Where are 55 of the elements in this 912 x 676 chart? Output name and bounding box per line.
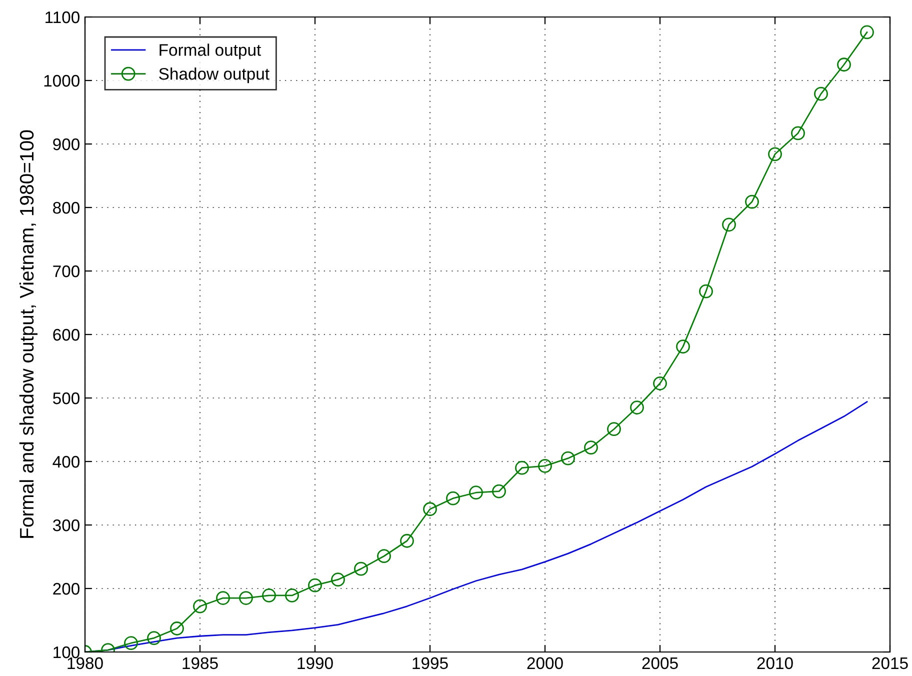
point bbox=[745, 194, 759, 209]
point bbox=[584, 440, 598, 454]
point bbox=[216, 591, 230, 605]
point bbox=[446, 491, 460, 506]
point bbox=[607, 422, 621, 436]
point bbox=[653, 376, 667, 390]
x-tick-label: 1990 bbox=[298, 657, 333, 670]
point bbox=[170, 622, 184, 636]
x-tick-label: 1980 bbox=[68, 657, 103, 670]
point bbox=[860, 25, 874, 40]
point bbox=[561, 451, 575, 466]
legend-label: Shadow output bbox=[159, 68, 270, 84]
y-tick-label: 1000 bbox=[44, 74, 80, 87]
point bbox=[377, 549, 391, 564]
point bbox=[239, 591, 253, 605]
point bbox=[354, 562, 368, 576]
y-axis-title: Formal and shadow output, Vietnam, 1980=100 bbox=[19, 130, 38, 538]
point bbox=[492, 484, 506, 498]
point bbox=[423, 502, 437, 516]
point bbox=[722, 218, 736, 232]
x-tick-label: 1995 bbox=[412, 657, 448, 670]
y-tick-label: 700 bbox=[53, 265, 80, 278]
point bbox=[308, 578, 322, 592]
point bbox=[630, 400, 644, 414]
y-tick-label: 600 bbox=[53, 328, 80, 341]
x-tick-label: 2000 bbox=[527, 657, 563, 670]
y-tick-label: 1100 bbox=[46, 11, 80, 24]
point bbox=[538, 459, 552, 473]
y-tick-label: 900 bbox=[53, 138, 80, 150]
y-tick-label: 800 bbox=[53, 202, 80, 214]
point bbox=[124, 636, 138, 650]
y-tick-label: 100 bbox=[54, 646, 80, 658]
legend-label: Formal output bbox=[160, 44, 262, 60]
y-tick-label: 500 bbox=[53, 392, 80, 404]
x-tick-label: 1985 bbox=[182, 657, 218, 670]
point bbox=[331, 572, 345, 587]
x-tick-label: 2005 bbox=[642, 657, 678, 670]
point bbox=[285, 588, 299, 602]
point bbox=[515, 460, 529, 475]
point bbox=[791, 126, 805, 140]
point bbox=[699, 284, 713, 298]
point bbox=[676, 340, 690, 354]
point bbox=[814, 86, 828, 101]
point bbox=[837, 58, 851, 72]
point bbox=[147, 631, 161, 645]
point bbox=[193, 599, 207, 614]
x-tick-label: 2010 bbox=[757, 657, 793, 670]
point bbox=[469, 486, 483, 500]
x-tick-label: 2015 bbox=[872, 657, 908, 670]
y-tick-label: 200 bbox=[53, 582, 80, 595]
point bbox=[262, 588, 276, 602]
point bbox=[400, 534, 414, 548]
point bbox=[768, 147, 782, 162]
y-tick-label: 400 bbox=[52, 456, 80, 468]
y-tick-label: 300 bbox=[52, 519, 80, 532]
